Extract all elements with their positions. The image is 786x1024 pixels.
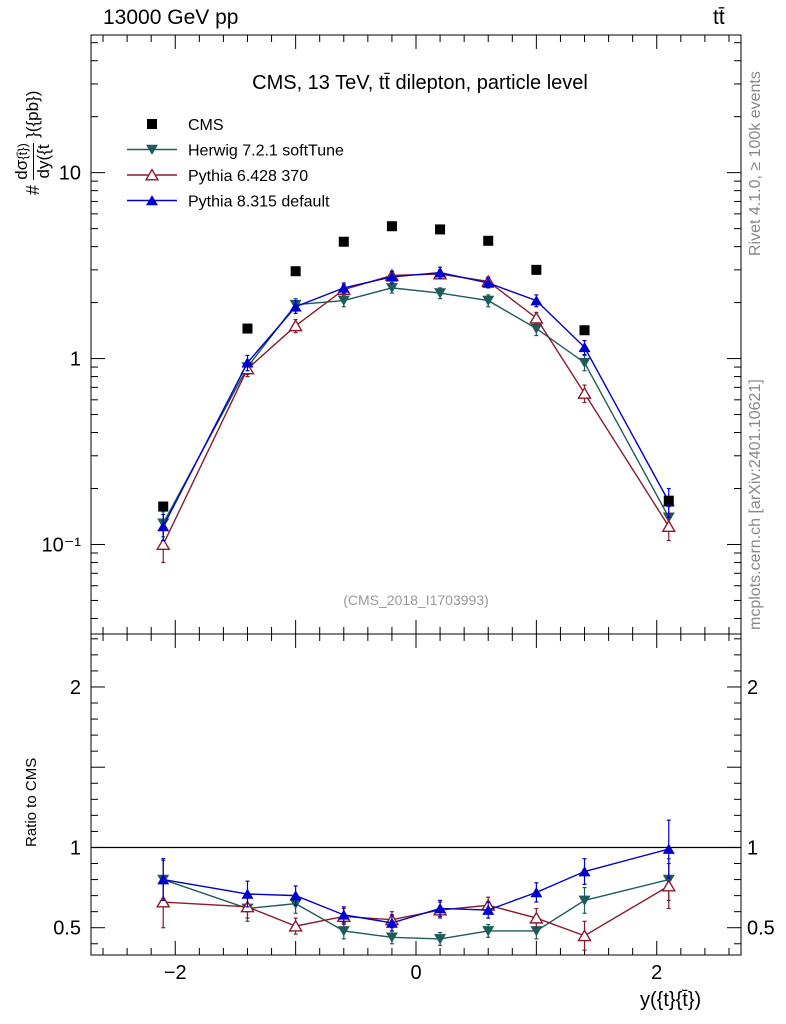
data-point-herwig — [482, 926, 495, 937]
legend-label-herwig: Herwig 7.2.1 softTune — [188, 143, 344, 160]
data-point-pythia6 — [155, 895, 171, 908]
data-point-pythia6 — [529, 911, 544, 924]
data-point-pythia8 — [578, 341, 591, 353]
x-tick-label: 2 — [651, 962, 662, 984]
legend-marker-data — [147, 119, 157, 129]
data-point-herwig — [434, 288, 447, 299]
data-point-pythia8 — [385, 917, 398, 928]
data-point-herwig — [337, 295, 350, 307]
y-tick-label-left: 0.5 — [53, 918, 81, 940]
data-point-pythia6 — [661, 519, 677, 532]
y-tick-label-left: 1 — [70, 837, 81, 859]
data-point-pythia6 — [288, 919, 303, 932]
series-line-pythia8 — [163, 848, 669, 924]
main-panel: 10⁻¹ 1 10 CMS, 13 TeV, tt̄ dilepton, partic… — [42, 34, 742, 635]
data-point-herwig — [530, 323, 543, 334]
watermark-label: (CMS_2018_I1703993) — [343, 592, 489, 608]
series-herwig — [157, 858, 675, 946]
data-point-data — [483, 235, 494, 246]
data-point-pythia8 — [157, 521, 170, 532]
data-point-herwig — [530, 926, 543, 937]
data-point-pythia6 — [661, 879, 677, 892]
series-pythia8 — [157, 266, 675, 542]
data-point-data — [531, 264, 542, 275]
legend-label-pythia8: Pythia 8.315 default — [188, 194, 330, 211]
series-line-herwig — [162, 878, 669, 940]
series-line-pythia6 — [163, 885, 670, 937]
series-line-pythia8 — [162, 271, 670, 527]
legend: CMS Herwig 7.2.1 softTune Pythia 6.428 370… — [127, 117, 344, 211]
y-tick-label-right: 2 — [747, 677, 758, 699]
ratio-frame — [90, 633, 742, 956]
data-point-pythia8 — [662, 843, 675, 854]
data-point-pythia8 — [530, 887, 543, 898]
data-point-pythia8 — [482, 277, 495, 288]
legend-label-pythia6: Pythia 6.428 370 — [188, 168, 308, 185]
y-tick-label-left: 1 — [70, 349, 81, 371]
data-point-herwig — [337, 926, 350, 937]
y-tick-label-left: 10⁻¹ — [42, 534, 82, 556]
data-point-herwig — [385, 932, 398, 943]
data-point-data — [290, 266, 301, 277]
series-line-pythia6 — [162, 273, 670, 545]
data-point-data — [338, 236, 349, 247]
data-point-pythia8 — [157, 874, 170, 885]
data-point-pythia8 — [385, 271, 398, 282]
data-point-herwig — [578, 357, 591, 369]
data-point-herwig — [482, 295, 495, 307]
x-tick-label: −2 — [164, 962, 187, 984]
x-axis-label: y({t}{t̄}) — [640, 989, 702, 1011]
y-tick-label-left: 10 — [59, 163, 81, 185]
data-point-herwig — [385, 283, 398, 294]
chart-title: CMS, 13 TeV, tt̄ dilepton, particle leve… — [252, 72, 588, 94]
data-point-data — [435, 224, 446, 235]
data-point-data — [663, 495, 674, 506]
process-label: tt̄ — [713, 6, 725, 29]
legend-marker-pythia8 — [146, 195, 158, 206]
data-point-data — [386, 221, 397, 232]
series-line-herwig — [162, 287, 670, 524]
data-point-pythia6 — [577, 386, 592, 399]
data-point-pythia8 — [337, 909, 350, 920]
series-pythia6 — [155, 862, 677, 951]
legend-marker-pythia6 — [144, 168, 160, 181]
x-tick-label: 0 — [410, 962, 421, 984]
data-point-data — [579, 325, 590, 336]
legend-label-data: CMS — [188, 117, 224, 134]
data-point-pythia6 — [529, 311, 544, 324]
energy-label: 13000 GeV pp — [103, 6, 239, 29]
data-point-pythia8 — [530, 295, 543, 306]
y-tick-label-right: 1 — [747, 837, 758, 859]
series-pythia8 — [157, 819, 675, 932]
data-point-pythia6 — [288, 319, 303, 332]
series-data — [158, 221, 674, 512]
data-point-pythia8 — [578, 866, 591, 877]
data-point-pythia8 — [434, 903, 447, 914]
ratio-panel: 0.5 0.5 1 1 2 2 −2 0 2 — [53, 633, 775, 984]
data-point-pythia8 — [241, 888, 254, 899]
data-point-pythia6 — [155, 537, 171, 550]
data-point-pythia8 — [289, 890, 302, 901]
legend-marker-herwig — [146, 144, 158, 155]
data-point-pythia8 — [241, 357, 254, 368]
series-herwig — [157, 282, 675, 538]
data-point-data — [242, 323, 253, 334]
data-point-data — [158, 501, 169, 512]
series-pythia6 — [155, 267, 677, 564]
data-point-pythia8 — [289, 301, 302, 312]
data-point-herwig — [578, 895, 591, 906]
data-point-pythia6 — [577, 928, 592, 942]
data-point-pythia8 — [434, 267, 447, 278]
y-tick-label-left: 2 — [70, 677, 81, 699]
data-point-pythia8 — [482, 904, 495, 915]
y-tick-label-right: 0.5 — [747, 918, 775, 940]
data-point-pythia8 — [337, 282, 350, 293]
data-point-herwig — [434, 934, 447, 945]
